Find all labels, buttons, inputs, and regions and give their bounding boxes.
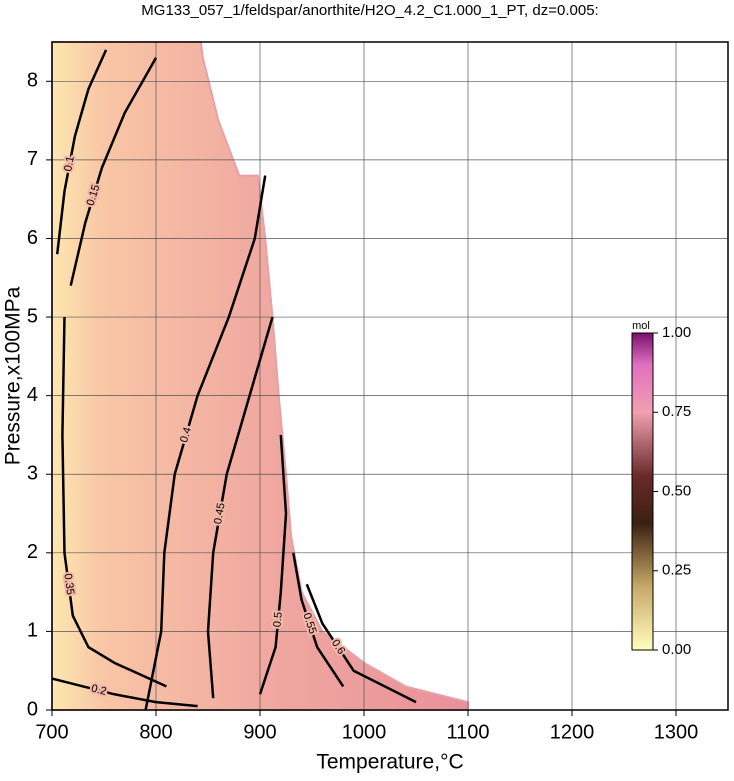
x-tick-label: 1200	[550, 721, 595, 743]
y-tick-label: 4	[27, 384, 38, 406]
colorbar-label: mol	[632, 320, 650, 332]
contour-line	[305, 583, 417, 704]
colorbar-tick-label: 0.25	[662, 562, 691, 579]
contour-label: 0.5	[271, 611, 284, 627]
y-tick-label: 0	[27, 698, 38, 720]
x-axis-label: Temperature,°C	[316, 751, 463, 774]
y-tick-label: 5	[27, 305, 38, 327]
y-tick-label: 6	[27, 227, 38, 249]
x-tick-label: 700	[35, 721, 68, 743]
x-tick-label: 800	[139, 721, 172, 743]
x-tick-label: 1100	[446, 721, 489, 743]
y-tick-label: 8	[27, 70, 38, 92]
contour-line	[258, 434, 288, 695]
x-tick-label: 1000	[342, 721, 387, 743]
y-axis-label: Pressure,x100MPa	[2, 286, 25, 465]
y-tick-label: 1	[27, 620, 38, 642]
contour-label: 0.1	[62, 155, 77, 172]
y-tick-label: 2	[27, 541, 38, 563]
chart-title: MG133_057_1/feldspar/anorthite/H2O_4.2_C…	[141, 2, 598, 19]
contour-line	[144, 175, 267, 711]
contour-label: 0.45	[212, 502, 227, 525]
y-tick-label: 7	[27, 148, 38, 170]
contour-line	[55, 49, 108, 255]
colorbar	[631, 332, 654, 651]
contour-line	[292, 552, 345, 688]
contour-line	[51, 677, 198, 708]
colorbar-tick-label: 0.00	[662, 641, 691, 658]
contour-line	[61, 317, 167, 688]
x-tick-label: 900	[243, 721, 276, 743]
contour-label: 0.35	[61, 573, 76, 596]
plot-frame	[51, 41, 729, 711]
colorbar-tick-label: 1.00	[662, 324, 691, 341]
y-tick-label: 3	[27, 463, 38, 485]
contour-line	[206, 316, 274, 699]
colorbar-tick-label: 0.50	[662, 482, 691, 499]
colorbar-tick-label: 0.75	[662, 403, 691, 420]
x-tick-label: 1300	[654, 721, 699, 743]
contour-line	[69, 57, 158, 286]
